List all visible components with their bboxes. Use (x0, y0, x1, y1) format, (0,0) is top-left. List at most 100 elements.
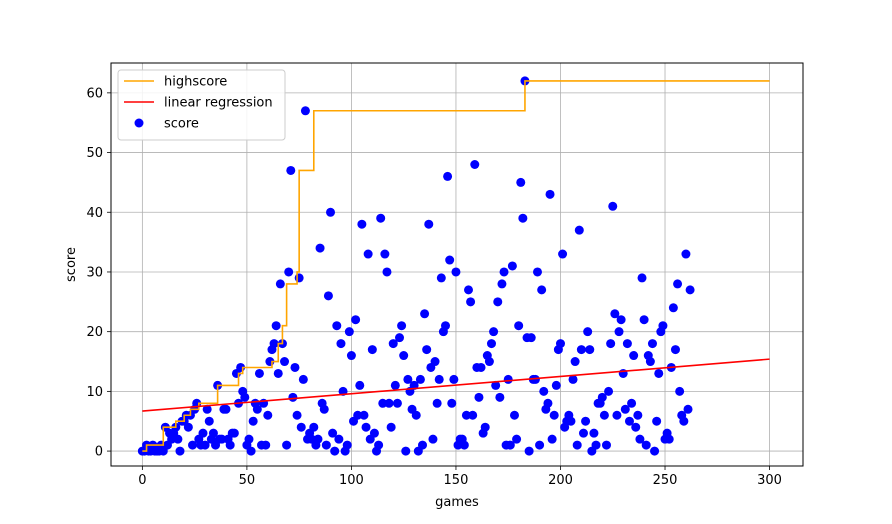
score-point (355, 380, 365, 390)
score-point (298, 374, 308, 384)
score-point (300, 106, 310, 116)
score-point (493, 297, 503, 307)
score-point (537, 285, 547, 295)
score-point (470, 159, 480, 169)
score-point (545, 189, 555, 199)
score-point (459, 440, 469, 450)
score-point (620, 404, 630, 414)
score-point (585, 345, 595, 355)
score-point (530, 374, 540, 384)
score-point (652, 416, 662, 426)
score-point (591, 440, 601, 450)
score-point (675, 386, 685, 396)
score-point (378, 398, 388, 408)
score-point (428, 434, 438, 444)
legend-label: score (164, 117, 199, 132)
score-point (221, 404, 231, 414)
score-point (654, 368, 664, 378)
score-point (597, 392, 607, 402)
score-point (336, 339, 346, 349)
axes-frame (110, 62, 804, 467)
score-point (175, 446, 185, 456)
y-tick-label: 50 (86, 146, 103, 161)
score-point (507, 261, 517, 271)
score-point (578, 428, 588, 438)
regression-line (142, 358, 770, 412)
score-point (616, 315, 626, 325)
score-point (432, 398, 442, 408)
score-point (284, 267, 294, 277)
score-point (424, 219, 434, 229)
score-point (359, 410, 369, 420)
score-point (200, 440, 210, 450)
score-point (499, 267, 509, 277)
score-point (535, 440, 545, 450)
score-point (271, 321, 281, 331)
score-point (382, 267, 392, 277)
score-point (633, 410, 643, 420)
plot-area: 0 50 100 150 200 250 300 0 10 20 30 40 50 60 (86, 62, 804, 488)
score-point (441, 321, 451, 331)
score-point (386, 422, 396, 432)
score-point (361, 422, 371, 432)
score-point (363, 249, 373, 259)
x-tick-label: 100 (339, 473, 364, 488)
score-point (474, 392, 484, 402)
score-point (376, 213, 386, 223)
score-point (280, 357, 290, 367)
score-point (248, 416, 258, 426)
score-point (342, 440, 352, 450)
score-point (635, 434, 645, 444)
score-point (183, 422, 193, 432)
score-point (581, 416, 591, 426)
score-point (599, 410, 609, 420)
score-point (668, 303, 678, 313)
score-point (319, 404, 329, 414)
legend-swatch (134, 118, 144, 128)
score-point (476, 362, 486, 372)
score-point (576, 345, 586, 355)
score-point (486, 339, 496, 349)
score-point (543, 398, 553, 408)
x-tick-label: 150 (444, 473, 469, 488)
score-point (612, 410, 622, 420)
score-point (679, 416, 689, 426)
score-point (198, 428, 208, 438)
score-point (294, 273, 304, 283)
score-point (645, 357, 655, 367)
score-point (390, 380, 400, 390)
score-point (497, 279, 507, 289)
score-point (420, 309, 430, 319)
score-point (369, 428, 379, 438)
score-point (275, 279, 285, 289)
score-point (629, 351, 639, 361)
score-point (658, 321, 668, 331)
y-tick-label: 10 (86, 385, 103, 400)
score-point (484, 357, 494, 367)
highscore-line (142, 80, 770, 452)
y-tick-label: 30 (86, 265, 103, 280)
score-point (647, 339, 657, 349)
legend-box (117, 69, 286, 141)
score-point (330, 446, 340, 456)
score-point (572, 440, 582, 450)
score-point (344, 327, 354, 337)
score-point (451, 267, 461, 277)
score-point (608, 201, 618, 211)
score-point (374, 440, 384, 450)
score-point (430, 357, 440, 367)
score-point (639, 315, 649, 325)
score-point (685, 285, 695, 295)
score-point (217, 434, 227, 444)
score-point (673, 279, 683, 289)
score-point (589, 428, 599, 438)
score-point (468, 410, 478, 420)
legend-label: highscore (164, 75, 227, 90)
score-point (403, 374, 413, 384)
score-point (526, 333, 536, 343)
score-point (539, 386, 549, 396)
score-point (604, 386, 614, 396)
score-point (282, 440, 292, 450)
score-point (532, 267, 542, 277)
score-point (568, 374, 578, 384)
